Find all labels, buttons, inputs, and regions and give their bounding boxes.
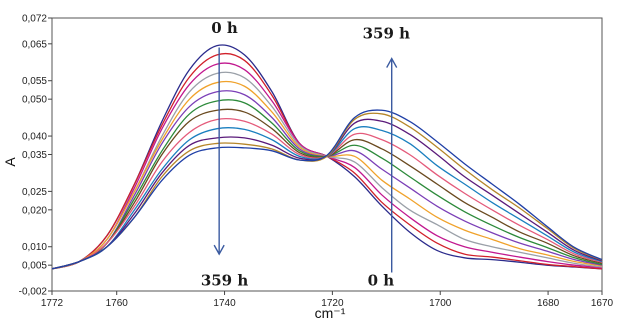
axes: 1772 1760 1740 1720 1700 1680 1670 -0,002 0,005 0… xyxy=(19,14,614,310)
series-line xyxy=(51,117,603,270)
time-annotation: 0 h xyxy=(368,271,395,289)
series-line xyxy=(51,90,603,270)
y-tick-label: -0,002 xyxy=(19,287,48,298)
x-tick-label: 1700 xyxy=(429,298,452,309)
x-axis-label: cm⁻¹ xyxy=(315,305,346,321)
series-layer xyxy=(51,44,603,270)
x-tick-label: 1720 xyxy=(321,298,344,309)
y-tick-label: 0,035 xyxy=(22,150,47,161)
time-annotation: 0 h xyxy=(211,19,238,37)
x-tick-label: 1680 xyxy=(537,298,560,309)
y-tick-label: 0,025 xyxy=(22,187,47,198)
annotation-layer: 0 h 359 h 359 h 0 h xyxy=(201,19,410,290)
trend-arrow-head xyxy=(386,57,398,68)
y-tick-label: 0,010 xyxy=(22,242,47,253)
y-tick-label: 0,072 xyxy=(22,14,47,25)
series-line xyxy=(51,52,603,270)
y-tick-label: 0,065 xyxy=(22,39,47,50)
y-tick-label: 0,040 xyxy=(22,132,47,143)
x-tick-label: 1670 xyxy=(591,298,614,309)
x-tick-label: 1740 xyxy=(213,298,236,309)
y-axis-label: A xyxy=(2,157,18,167)
trend-arrow-head xyxy=(213,244,225,256)
series-line xyxy=(51,71,603,270)
arrow-layer xyxy=(213,47,398,273)
y-tick-label: 0,020 xyxy=(22,205,47,216)
y-tick-label: 0,050 xyxy=(22,95,47,106)
x-tick-label: 1760 xyxy=(106,298,129,309)
series-line xyxy=(51,109,603,270)
y-tick-label: 0,005 xyxy=(22,261,47,272)
series-line xyxy=(51,80,603,270)
x-tick-label: 1772 xyxy=(41,298,64,309)
y-tick-label: 0,055 xyxy=(22,76,47,87)
time-annotation: 359 h xyxy=(363,24,411,42)
time-annotation: 359 h xyxy=(201,271,249,289)
